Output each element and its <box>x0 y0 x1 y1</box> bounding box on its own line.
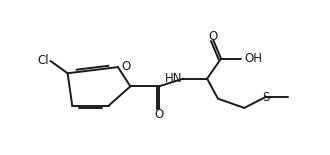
Text: Cl: Cl <box>37 54 49 67</box>
Text: O: O <box>208 30 217 43</box>
Text: O: O <box>122 60 131 73</box>
Text: S: S <box>262 91 270 104</box>
Text: O: O <box>154 108 164 121</box>
Text: OH: OH <box>244 52 262 65</box>
Text: HN: HN <box>165 72 182 85</box>
